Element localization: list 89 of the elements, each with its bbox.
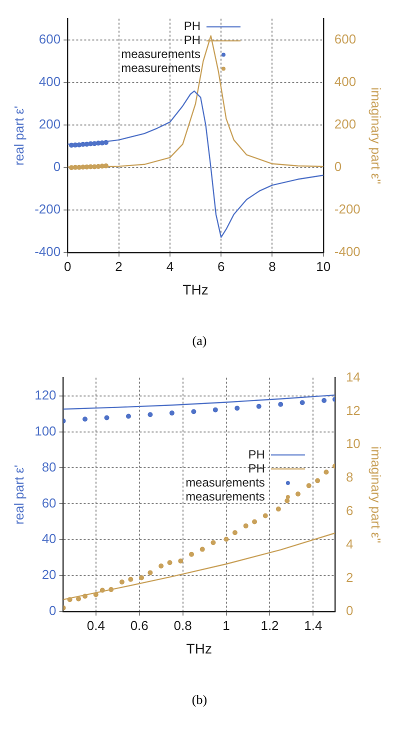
y2-tick-label: 6 bbox=[346, 502, 354, 518]
point bbox=[191, 409, 196, 414]
x-tick-label: 1 bbox=[222, 618, 230, 633]
y-tick-label: 100 bbox=[34, 423, 56, 438]
y2-tick-label: -400 bbox=[334, 244, 360, 260]
y-tick-label: -200 bbox=[34, 202, 61, 217]
y2-tick-label: 0 bbox=[346, 603, 354, 618]
point bbox=[224, 536, 229, 542]
point bbox=[234, 406, 240, 411]
point bbox=[128, 576, 134, 582]
point bbox=[189, 552, 194, 557]
point bbox=[315, 478, 320, 484]
point bbox=[158, 564, 164, 569]
legend-label: measurements bbox=[121, 47, 200, 62]
point bbox=[276, 506, 281, 512]
x-tick-label: 8 bbox=[268, 258, 276, 274]
y2-tick-label: 0 bbox=[334, 159, 342, 174]
y-tick-label: 200 bbox=[38, 116, 61, 132]
point bbox=[119, 580, 124, 585]
point bbox=[212, 407, 218, 412]
point bbox=[252, 519, 258, 524]
y2-tick-label: 14 bbox=[346, 369, 360, 384]
point bbox=[148, 412, 153, 418]
point bbox=[278, 402, 284, 407]
point bbox=[126, 414, 131, 419]
x-tick-label: 1.4 bbox=[304, 618, 322, 633]
y2-tick-label: -200 bbox=[334, 202, 360, 217]
y-tick-label: 0 bbox=[49, 603, 56, 618]
point bbox=[104, 415, 110, 420]
y-tick-label: 40 bbox=[42, 531, 56, 546]
y2-tick-label: 400 bbox=[334, 74, 356, 90]
point bbox=[232, 530, 238, 536]
text: (a) bbox=[191, 333, 208, 349]
x-tick-label: 0.4 bbox=[86, 618, 105, 633]
x-tick-label: 4 bbox=[166, 258, 174, 274]
legend-label: PH bbox=[184, 33, 200, 48]
point bbox=[243, 523, 248, 528]
point bbox=[324, 470, 329, 475]
point bbox=[148, 570, 153, 576]
legend-label: measurements bbox=[121, 61, 200, 76]
y-tick-label: 20 bbox=[42, 567, 56, 582]
x-axis-title: THz bbox=[186, 640, 212, 656]
y2-axis-title: imaginary part ε'' bbox=[368, 446, 384, 544]
x-tick-label: 0.6 bbox=[130, 618, 148, 633]
x-tick-label: 0.8 bbox=[174, 618, 192, 633]
point bbox=[322, 398, 327, 403]
y-tick-label: 400 bbox=[38, 74, 61, 90]
point bbox=[139, 575, 144, 580]
y-tick-label: 60 bbox=[42, 495, 56, 510]
point bbox=[178, 558, 184, 564]
point bbox=[306, 483, 312, 488]
point bbox=[284, 498, 290, 504]
y-axis-title: real part ε' bbox=[11, 106, 26, 166]
point bbox=[167, 560, 172, 566]
x-tick-label: 10 bbox=[316, 258, 331, 274]
legend-label: PH bbox=[248, 447, 265, 462]
y2-axis-title: imaginary part ε'' bbox=[368, 87, 384, 184]
legend-label: measurements bbox=[186, 489, 265, 504]
y-tick-label: -400 bbox=[34, 244, 61, 260]
x-tick-label: 2 bbox=[115, 258, 122, 274]
y2-tick-label: 8 bbox=[346, 470, 354, 485]
y-tick-label: 80 bbox=[42, 459, 56, 474]
point bbox=[300, 400, 305, 406]
y-tick-label: 120 bbox=[34, 387, 56, 402]
y2-tick-label: 600 bbox=[334, 32, 356, 47]
x-tick-label: 0 bbox=[64, 258, 72, 274]
y-tick-label: 0 bbox=[53, 159, 61, 174]
text: (b) bbox=[190, 692, 208, 708]
x-tick-label: 1.2 bbox=[260, 618, 279, 633]
y2-tick-label: 4 bbox=[346, 536, 354, 552]
y2-tick-label: 2 bbox=[346, 570, 354, 585]
y2-tick-label: 10 bbox=[346, 436, 360, 452]
point bbox=[256, 404, 262, 409]
point bbox=[169, 410, 174, 416]
legend-label: PH bbox=[184, 19, 200, 34]
legend-label: measurements bbox=[186, 475, 265, 490]
y2-tick-label: 200 bbox=[334, 116, 356, 132]
legend-label: PH bbox=[248, 461, 265, 476]
point bbox=[76, 596, 82, 602]
x-tick-label: 6 bbox=[217, 258, 225, 274]
y-tick-label: 600 bbox=[38, 32, 61, 47]
point bbox=[82, 416, 88, 422]
y-axis-title: real part ε' bbox=[11, 464, 26, 524]
x-axis-title: THz bbox=[182, 281, 208, 298]
point bbox=[200, 546, 205, 552]
point bbox=[295, 492, 300, 497]
y2-tick-label: 12 bbox=[346, 402, 360, 418]
point bbox=[210, 540, 216, 546]
point bbox=[262, 513, 268, 518]
